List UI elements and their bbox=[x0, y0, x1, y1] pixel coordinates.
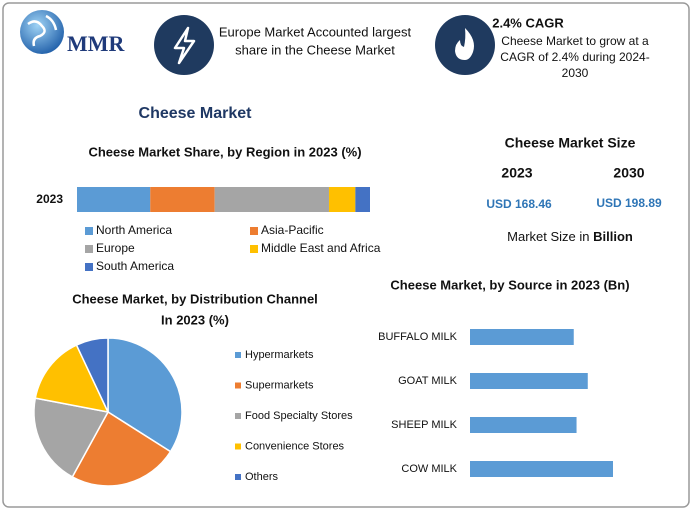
cagr-text: 2030 bbox=[562, 66, 589, 80]
logo-text: MMR bbox=[67, 31, 126, 56]
legend-swatch bbox=[235, 474, 241, 480]
pie-slice bbox=[33, 397, 110, 478]
legend-swatch bbox=[85, 263, 93, 271]
cagr-text: Cheese Market to grow at a bbox=[501, 34, 649, 48]
legend-label: Supermarkets bbox=[245, 379, 314, 391]
bar-segment bbox=[77, 187, 151, 212]
legend-label: Europe bbox=[96, 241, 135, 255]
bar bbox=[470, 417, 577, 433]
logo-globe-lines bbox=[27, 14, 58, 47]
legend-swatch bbox=[235, 352, 241, 358]
year: 2023 bbox=[501, 165, 532, 181]
header-text: Europe Market Accounted largest bbox=[219, 24, 412, 39]
legend-label: Hypermarkets bbox=[245, 349, 314, 361]
year: 2030 bbox=[613, 165, 644, 181]
legend-label: Others bbox=[245, 471, 279, 483]
bar bbox=[470, 373, 588, 389]
note-unit: Billion bbox=[593, 229, 633, 244]
category-label: BUFFALO MILK bbox=[378, 331, 458, 343]
cagr-title: 2.4% CAGR bbox=[492, 15, 564, 30]
market-value: USD 198.89 bbox=[596, 196, 662, 210]
legend-swatch bbox=[235, 382, 241, 389]
bar-segment bbox=[355, 187, 370, 212]
bar-segment bbox=[150, 187, 215, 212]
legend-swatch bbox=[235, 443, 241, 450]
market-size-note: Market Size in Billion bbox=[507, 229, 633, 244]
pie-slice bbox=[75, 337, 109, 413]
legend-swatch bbox=[235, 413, 241, 419]
chart-title: Cheese Market Share, by Region in 2023 (… bbox=[88, 144, 361, 159]
bar bbox=[470, 329, 574, 345]
legend-label: Convenience Stores bbox=[245, 440, 345, 452]
pie-slice bbox=[34, 344, 110, 414]
legend-swatch bbox=[250, 227, 258, 235]
chart-title: In 2023 (%) bbox=[161, 312, 229, 327]
chart-title: Cheese Market, by Source in 2023 (Bn) bbox=[390, 277, 629, 292]
legend-swatch bbox=[250, 245, 258, 253]
legend-label: Food Specialty Stores bbox=[245, 410, 353, 422]
pie-slice bbox=[71, 410, 172, 487]
note-text: Market Size in bbox=[507, 229, 589, 244]
legend-label: South America bbox=[96, 259, 174, 273]
logo-globe bbox=[20, 10, 64, 54]
legend-swatch bbox=[85, 227, 93, 235]
cagr-text: CAGR of 2.4% during 2024- bbox=[500, 50, 649, 64]
flame-icon bbox=[455, 28, 474, 60]
category-label: 2023 bbox=[36, 192, 63, 206]
bar-segment bbox=[214, 187, 329, 212]
legend-swatch bbox=[85, 245, 93, 253]
legend-label: Asia-Pacific bbox=[261, 223, 324, 237]
icon-circle bbox=[154, 15, 214, 75]
category-label: SHEEP MILK bbox=[391, 419, 457, 431]
market-value: USD 168.46 bbox=[486, 197, 552, 211]
chart-title: Cheese Market, by Distribution Channel bbox=[72, 291, 318, 306]
category-label: GOAT MILK bbox=[398, 375, 458, 387]
category-label: COW MILK bbox=[401, 463, 457, 475]
bar-segment bbox=[328, 187, 356, 212]
header-text: share in the Cheese Market bbox=[235, 42, 395, 57]
lightning-icon bbox=[173, 26, 196, 65]
page-title: Cheese Market bbox=[139, 105, 253, 122]
bar bbox=[470, 461, 613, 477]
legend-label: North America bbox=[96, 223, 172, 237]
legend-label: Middle East and Africa bbox=[261, 241, 381, 255]
market-size-title: Cheese Market Size bbox=[505, 135, 636, 151]
